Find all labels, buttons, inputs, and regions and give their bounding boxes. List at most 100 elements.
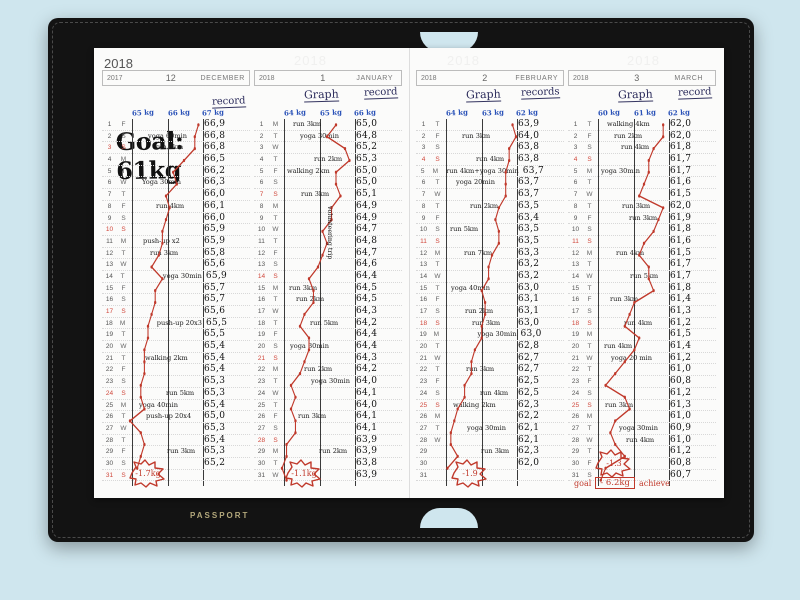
- day-row[interactable]: 7 W 61,5: [568, 189, 716, 201]
- day-row[interactable]: 13 T 61,7: [568, 259, 716, 271]
- day-row[interactable]: 19 F 64,4: [254, 329, 402, 342]
- day-row[interactable]: 27 W 65,3: [102, 423, 250, 435]
- day-row[interactable]: 27 S 64,1: [254, 423, 402, 435]
- day-row[interactable]: 3 W 65,2: [254, 142, 402, 155]
- day-row[interactable]: 30 S 65,2: [102, 458, 250, 470]
- day-row[interactable]: 26 M 62,2: [416, 411, 564, 423]
- day-row[interactable]: 14 S 64,4: [254, 271, 402, 283]
- day-row[interactable]: 16 F 63,1: [416, 294, 564, 306]
- day-row[interactable]: 24 W 64,1: [254, 388, 402, 400]
- day-row[interactable]: 5 T 66,2: [102, 166, 250, 178]
- day-row[interactable]: 20 T 62,8: [416, 341, 564, 353]
- day-row[interactable]: 8 M 64,9: [254, 201, 402, 213]
- day-row[interactable]: 19 T 65,5: [102, 329, 250, 342]
- day-row[interactable]: 9 S 66,0: [102, 213, 250, 225]
- day-row[interactable]: 25 T 64,0: [254, 400, 402, 412]
- day-row[interactable]: 17 W 64,3: [254, 306, 402, 318]
- day-row[interactable]: 15 T 61,8: [568, 283, 716, 295]
- day-row[interactable]: 28 T 65,4: [102, 435, 250, 447]
- day-row[interactable]: 16 S 65,7: [102, 294, 250, 306]
- day-row[interactable]: 1 T 63,9: [416, 119, 564, 131]
- day-row[interactable]: 31 S 60,7: [568, 470, 716, 482]
- day-row[interactable]: 10 S 65,9: [102, 224, 250, 236]
- day-row[interactable]: 26 M 61,0: [568, 411, 716, 423]
- day-row[interactable]: 12 F 64,7: [254, 248, 402, 260]
- day-row[interactable]: 23 F 60,8: [568, 376, 716, 388]
- day-row[interactable]: 14 W 63,2: [416, 271, 564, 283]
- day-row[interactable]: 3 S 63,8: [416, 142, 564, 155]
- day-row[interactable]: 13 W 65,6: [102, 259, 250, 271]
- day-row[interactable]: 17 S 65,6: [102, 306, 250, 318]
- day-row[interactable]: 20 W 65,4: [102, 341, 250, 353]
- day-row[interactable]: 1 F 66,9: [102, 119, 250, 131]
- day-row[interactable]: 4 S 61,7: [568, 154, 716, 166]
- day-row[interactable]: 30 F 60,8: [568, 458, 716, 470]
- day-row[interactable]: 13 S 64,6: [254, 259, 402, 271]
- day-row[interactable]: 17 S 61,3: [568, 306, 716, 318]
- day-row[interactable]: 22 T 61,0: [568, 364, 716, 377]
- day-row[interactable]: 4 M 66,5: [102, 154, 250, 166]
- day-row[interactable]: 6 W Yoga 30min 66,3: [102, 177, 250, 190]
- day-row[interactable]: 23 S 65,3: [102, 376, 250, 388]
- day-row[interactable]: 21 S 64,3: [254, 353, 402, 365]
- day-row[interactable]: 28 W 62,1: [416, 435, 564, 447]
- day-row[interactable]: 10 W 64,7: [254, 224, 402, 236]
- day-row[interactable]: 22 F 65,4: [102, 364, 250, 377]
- day-row[interactable]: 11 T 64,8: [254, 236, 402, 248]
- day-row[interactable]: 23 F 62,5: [416, 376, 564, 388]
- day-row[interactable]: 21 W 62,7: [416, 353, 564, 365]
- day-row[interactable]: 30 62,0: [416, 458, 564, 470]
- day-row[interactable]: 29 run 3km 62,3: [416, 446, 564, 458]
- day-row[interactable]: 9 F 63,4: [416, 213, 564, 225]
- day-row[interactable]: 31 S: [102, 470, 250, 482]
- day-row[interactable]: 6 S 65,0: [254, 177, 402, 190]
- day-row[interactable]: 29 T 61,2: [568, 446, 716, 458]
- day-row[interactable]: 19 M 61,5: [568, 329, 716, 342]
- day-row[interactable]: 7 W 63,7: [416, 189, 564, 201]
